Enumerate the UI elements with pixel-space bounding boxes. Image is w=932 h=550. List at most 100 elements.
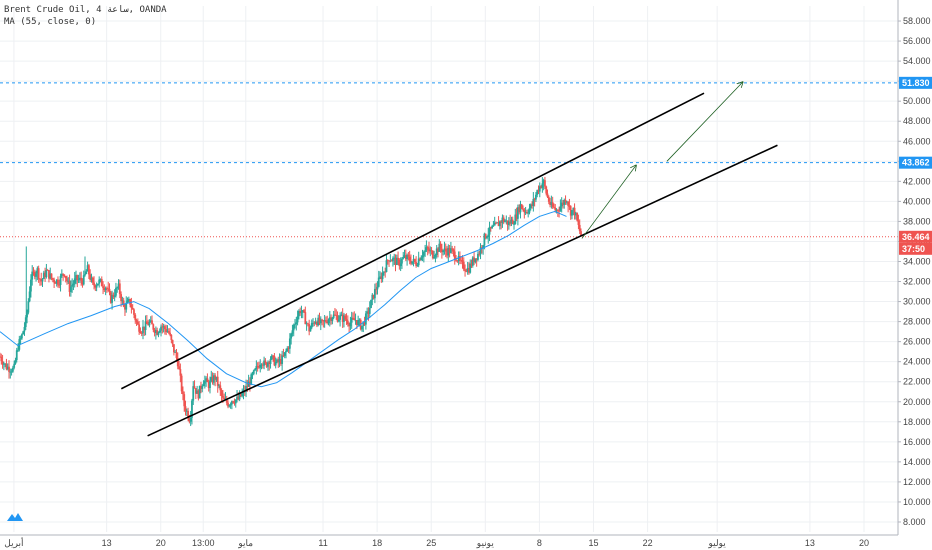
candle-body: [532, 198, 535, 206]
candle-body: [237, 396, 240, 400]
candle-body: [489, 226, 492, 229]
candle-body: [390, 260, 393, 262]
candle-body: [528, 208, 531, 213]
axis-badges: 51.830 43.862 36.464 37:50: [899, 76, 932, 255]
candle-body: [31, 271, 34, 280]
candle-body: [491, 226, 494, 229]
time-tick-label: 13: [805, 538, 815, 548]
candle-body: [383, 271, 385, 273]
candle-body: [562, 202, 564, 205]
candle-body: [5, 363, 8, 370]
candle-body: [209, 380, 211, 389]
candle-body: [471, 257, 474, 266]
candle-body: [250, 374, 253, 385]
candle-body: [165, 329, 168, 333]
candle-body: [544, 180, 546, 187]
candle-body: [285, 350, 287, 353]
candle-body: [6, 366, 9, 370]
candle-body: [509, 221, 512, 224]
candle-body: [223, 397, 226, 400]
candle-body: [67, 280, 70, 282]
candle-body: [282, 355, 285, 357]
candle-body: [179, 369, 182, 376]
time-tick-label: 15: [589, 538, 599, 548]
candle-body: [453, 251, 456, 260]
candle-body: [216, 376, 219, 386]
candle-body: [115, 287, 117, 296]
candle-body: [260, 364, 263, 366]
candle-body: [48, 270, 50, 279]
candle-body: [504, 221, 506, 223]
candle-body: [154, 330, 157, 333]
candle-body: [73, 278, 76, 284]
level-badge: 51.830: [902, 78, 930, 88]
candle-body: [438, 243, 441, 252]
candle-body: [449, 248, 452, 253]
tradingview-logo-icon[interactable]: [6, 510, 24, 524]
candle-body: [348, 324, 351, 327]
candle-body: [36, 268, 39, 274]
candle-body: [393, 257, 396, 259]
candle-body: [44, 272, 46, 277]
candle-body: [565, 201, 568, 203]
candle-body: [273, 355, 276, 366]
candle-body: [355, 320, 358, 325]
candle-body: [39, 278, 41, 280]
candle-body: [100, 279, 103, 287]
candle-body: [176, 357, 179, 367]
candle-body: [446, 251, 448, 256]
candle-body: [424, 250, 427, 252]
candle-body: [538, 186, 541, 192]
price-tick-label: 48.000: [903, 116, 931, 126]
candle-body: [58, 284, 61, 286]
candle-body: [404, 255, 407, 260]
candle-body: [373, 288, 376, 299]
current-price-badge-bg: [899, 230, 932, 243]
candle-body: [59, 276, 62, 285]
time-tick-label: 18: [372, 538, 382, 548]
price-tick-label: 30.000: [903, 297, 931, 307]
candle-body: [317, 317, 320, 326]
candle-body: [493, 222, 496, 226]
candle-body: [98, 279, 101, 284]
candle-body: [305, 323, 308, 325]
candle-body: [80, 277, 83, 281]
candle-body: [11, 367, 14, 372]
candle-body: [332, 314, 335, 318]
candle-body: [309, 327, 312, 332]
candle-body: [291, 330, 294, 334]
candle-body: [54, 282, 57, 284]
candle-body: [51, 278, 54, 280]
candle-body: [135, 320, 138, 322]
candle-body: [37, 268, 40, 279]
candle-body: [551, 202, 554, 207]
candle-body: [2, 363, 5, 365]
candle-body: [362, 321, 365, 326]
candle-body: [524, 212, 527, 213]
candle-body: [350, 317, 353, 323]
candle-body: [203, 380, 206, 384]
candle-body: [422, 251, 425, 256]
candle-body: [171, 339, 174, 345]
candle-body: [462, 261, 465, 270]
candle-body: [118, 283, 121, 295]
candle-body: [166, 331, 169, 333]
price-tick-label: 58.000: [903, 16, 931, 26]
candle-body: [540, 186, 542, 188]
candle-body: [297, 310, 300, 317]
candle-body: [353, 318, 356, 321]
candle-body: [330, 317, 332, 321]
candle-body: [49, 273, 52, 279]
candle-body: [475, 258, 478, 260]
channel-line: [120, 92, 705, 390]
candle-body: [412, 259, 415, 262]
candle-body: [144, 321, 147, 331]
candle-body: [4, 363, 7, 365]
candle-body: [287, 348, 290, 349]
candle-body: [55, 279, 58, 284]
candle-body: [401, 258, 403, 264]
candle-body: [60, 273, 63, 277]
price-tick-label: 50.000: [903, 96, 931, 106]
candle-body: [334, 314, 336, 316]
